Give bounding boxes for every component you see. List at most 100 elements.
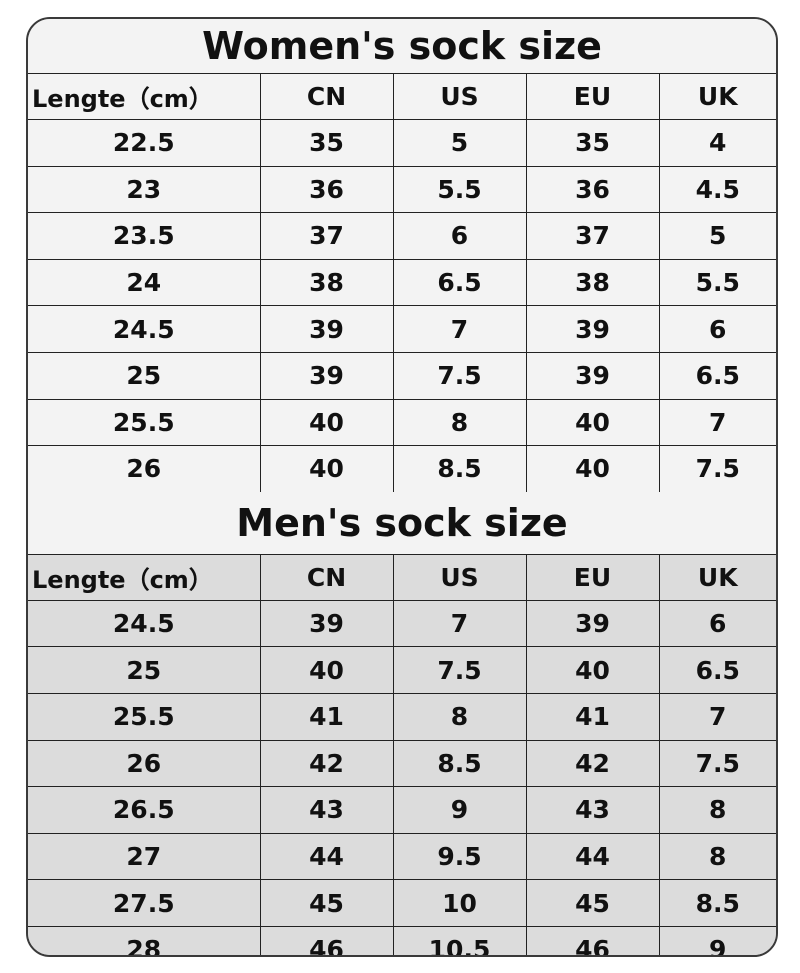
table-cell: 9.5 xyxy=(392,832,527,881)
table-cell: 6 xyxy=(392,212,527,260)
table-cell: 45 xyxy=(259,879,394,927)
column-header: UK xyxy=(658,73,776,120)
table-cell: 8.5 xyxy=(392,445,527,492)
table-cell: 38 xyxy=(259,258,394,307)
column-header: CN xyxy=(259,73,394,120)
table-cell: 28 xyxy=(28,925,261,955)
table-cell: 41 xyxy=(525,692,660,741)
table-cell: 35 xyxy=(259,119,394,167)
table-cell: 5.5 xyxy=(658,258,776,307)
table-cell: 23 xyxy=(28,165,261,214)
table-cell: 36 xyxy=(259,165,394,214)
table-cell: 8 xyxy=(392,398,527,447)
table-row: 27.5 45 10 45 8.5 xyxy=(28,879,776,927)
section-title: Women's sock size xyxy=(28,19,776,74)
column-header: CN xyxy=(259,553,394,601)
table-cell: 36 xyxy=(525,165,660,214)
table-row: 24 38 6.5 38 5.5 xyxy=(28,258,776,307)
header-row: Lengte（cm） CN US EU UK xyxy=(28,553,776,601)
table-cell: 10 xyxy=(392,879,527,927)
table-cell: 43 xyxy=(259,786,394,834)
table-cell: 10.5 xyxy=(392,925,527,955)
table-row: 24.5 39 7 39 6 xyxy=(28,305,776,353)
table-cell: 27.5 xyxy=(28,879,261,927)
table-row: 24.5 39 7 39 6 xyxy=(28,599,776,648)
table-cell: 7.5 xyxy=(392,646,527,694)
table-row: 25 39 7.5 39 6.5 xyxy=(28,351,776,400)
table-cell: 39 xyxy=(259,351,394,400)
table-cell: 6 xyxy=(658,305,776,353)
table-cell: 24 xyxy=(28,258,261,307)
table-row: 25.5 41 8 41 7 xyxy=(28,692,776,741)
table-cell: 40 xyxy=(525,646,660,694)
table-cell: 42 xyxy=(525,739,660,788)
table-cell: 46 xyxy=(259,925,394,955)
table-row: 25 40 7.5 40 6.5 xyxy=(28,646,776,694)
table-cell: 37 xyxy=(259,212,394,260)
table-cell: 35 xyxy=(525,119,660,167)
table-cell: 9 xyxy=(392,786,527,834)
column-header: Lengte（cm） xyxy=(28,73,261,120)
table-cell: 8.5 xyxy=(658,879,776,927)
column-header: UK xyxy=(658,553,776,601)
table-cell: 26 xyxy=(28,445,261,492)
table-row: 25.5 40 8 40 7 xyxy=(28,398,776,447)
section-title: Men's sock size xyxy=(28,491,776,555)
table-cell: 43 xyxy=(525,786,660,834)
column-header: EU xyxy=(525,73,660,120)
table-row: 23.5 37 6 37 5 xyxy=(28,212,776,260)
table-cell: 4 xyxy=(658,119,776,167)
table-cell: 4.5 xyxy=(658,165,776,214)
table-cell: 42 xyxy=(259,739,394,788)
table-row: 26.5 43 9 43 8 xyxy=(28,786,776,834)
column-header: Lengte（cm） xyxy=(28,553,261,601)
table-cell: 37 xyxy=(525,212,660,260)
table-cell: 27 xyxy=(28,832,261,881)
table-cell: 26.5 xyxy=(28,786,261,834)
table-cell: 6.5 xyxy=(392,258,527,307)
table-cell: 25 xyxy=(28,646,261,694)
table-cell: 25.5 xyxy=(28,398,261,447)
table-cell: 7 xyxy=(658,398,776,447)
table-cell: 46 xyxy=(525,925,660,955)
table-cell: 24.5 xyxy=(28,305,261,353)
table-cell: 26 xyxy=(28,739,261,788)
table-cell: 8 xyxy=(658,786,776,834)
table-cell: 44 xyxy=(525,832,660,881)
table-cell: 40 xyxy=(259,398,394,447)
table-cell: 45 xyxy=(525,879,660,927)
table-cell: 5.5 xyxy=(392,165,527,214)
table-cell: 39 xyxy=(525,599,660,648)
table-cell: 8 xyxy=(392,692,527,741)
table-cell: 5 xyxy=(392,119,527,167)
table-cell: 40 xyxy=(525,445,660,492)
table-cell: 39 xyxy=(525,351,660,400)
table-cell: 22.5 xyxy=(28,119,261,167)
womens-size-table: Women's sock size Lengte（cm） CN US EU UK 22.5 3… xyxy=(28,19,776,492)
table-cell: 7.5 xyxy=(658,445,776,492)
mens-size-table: Men's sock size Lengte（cm） CN US EU UK 24.5 39 7… xyxy=(28,491,776,955)
table-cell: 39 xyxy=(259,599,394,648)
table-cell: 6.5 xyxy=(658,646,776,694)
table-cell: 5 xyxy=(658,212,776,260)
table-cell: 38 xyxy=(525,258,660,307)
table-row: 22.5 35 5 35 4 xyxy=(28,119,776,167)
table-cell: 39 xyxy=(525,305,660,353)
table-row: 26 42 8.5 42 7.5 xyxy=(28,739,776,788)
table-cell: 7.5 xyxy=(392,351,527,400)
table-cell: 44 xyxy=(259,832,394,881)
header-row: Lengte（cm） CN US EU UK xyxy=(28,73,776,120)
table-cell: 41 xyxy=(259,692,394,741)
table-row: 27 44 9.5 44 8 xyxy=(28,832,776,881)
table-cell: 9 xyxy=(658,925,776,955)
table-cell: 25.5 xyxy=(28,692,261,741)
table-cell: 8.5 xyxy=(392,739,527,788)
column-header: US xyxy=(392,73,527,120)
table-cell: 40 xyxy=(259,445,394,492)
table-cell: 23.5 xyxy=(28,212,261,260)
column-header: US xyxy=(392,553,527,601)
table-cell: 40 xyxy=(259,646,394,694)
table-cell: 7 xyxy=(392,305,527,353)
table-cell: 8 xyxy=(658,832,776,881)
table-row: 23 36 5.5 36 4.5 xyxy=(28,165,776,214)
